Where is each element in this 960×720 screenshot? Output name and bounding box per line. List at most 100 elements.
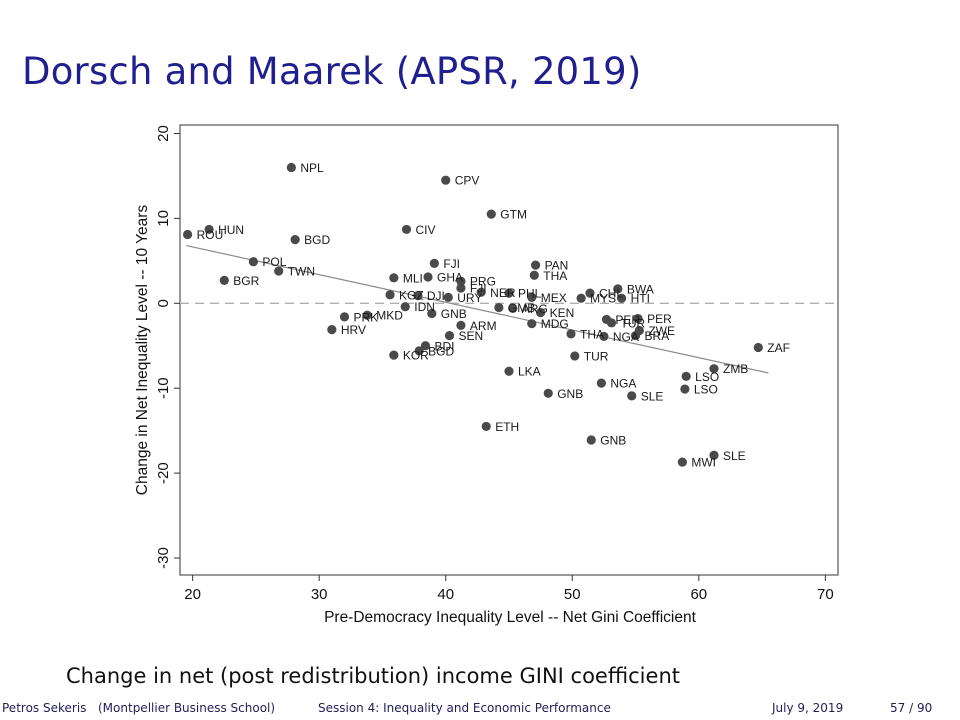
point-label: TUR [584,349,609,363]
data-point [420,341,431,351]
data-point [401,224,412,235]
point-label: BGD [304,233,330,247]
point-label: MYS [590,292,616,306]
point-label: CPV [455,174,480,188]
data-point [566,329,576,339]
point-label: ZAF [767,341,790,355]
point-label: MDG [541,317,569,331]
point-label: TWN [288,265,315,279]
point-label: URY [457,291,482,305]
point-label: ZWE [648,324,675,338]
point-label: PAN [545,259,569,273]
point-label: BWA [627,282,654,296]
data-points [182,162,763,467]
point-label: LSO [694,383,718,397]
data-point [327,325,337,335]
data-point [286,162,296,173]
point-label: FJI [470,282,487,296]
point-label: HUN [218,223,244,237]
data-point [677,457,687,467]
point-label: THA [543,269,567,283]
x-axis-label: Pre-Democracy Inequality Level -- Net Gi… [324,609,697,626]
data-point [476,287,486,297]
point-label: GTM [500,208,527,222]
data-point [536,308,546,318]
point-label: MWI [691,456,716,470]
data-point [204,224,214,235]
point-label: ARG [522,302,548,316]
point-label: PRK [354,310,379,324]
data-point [444,330,455,341]
point-label: BRA [645,329,670,343]
slide-title: Dorsch and Maarek (APSR, 2019) [22,50,642,93]
data-point [339,312,350,322]
point-label: NPL [300,161,324,175]
data-point [248,257,258,267]
data-point [486,209,496,219]
data-point [504,288,514,298]
data-point [456,276,466,286]
point-label: LKA [518,365,541,379]
data-point [413,291,423,301]
data-point [634,325,644,336]
data-point [576,293,586,303]
data-point [570,351,580,361]
y-tick-label: -30 [155,547,172,569]
data-point [753,342,763,353]
x-tick-label: 60 [690,586,707,603]
point-label: POL [262,255,286,269]
data-point [362,310,372,320]
point-label: PER [647,312,672,326]
plot-area [179,124,839,576]
point-label: IDN [414,300,435,314]
footer-page-number[interactable]: 57 / 90 [890,701,933,715]
point-label: ROU [197,228,224,242]
point-label: GMB [508,301,535,315]
data-point [494,302,504,313]
point-label: MKD [376,309,403,323]
point-label: THA [580,327,604,341]
point-label: ARM [470,319,497,333]
y-tick-label: 10 [155,210,172,227]
fit-line-path [186,244,769,374]
point-label: GNB [557,387,583,401]
data-point [709,450,719,460]
data-point [429,258,439,268]
point-label: ZMB [723,362,748,376]
data-point [633,313,643,324]
data-point [585,288,595,298]
slide-caption: Change in net (post redistribution) inco… [66,664,680,688]
y-tick-label: -20 [155,462,172,484]
data-point [423,272,433,282]
y-tick-label: 20 [155,125,172,142]
point-label: KGZ [399,288,424,302]
point-label: ETH [495,420,519,434]
point-label: MEX [541,291,567,305]
data-point [586,435,596,445]
point-label: LSO [695,370,719,384]
point-label: HTI [631,292,650,306]
point-label: SLE [723,449,746,463]
point-label: BDI [434,339,454,353]
data-point [529,270,539,280]
point-label: CHL [599,287,623,301]
data-point [606,318,617,328]
data-point [613,284,623,294]
point-label: BGD [428,344,454,358]
x-tick-label: 30 [311,586,328,603]
data-point [596,378,606,388]
point-label: KOR [403,349,429,363]
x-axis: 20 30 40 50 60 70 [184,575,834,603]
x-tick-label: 20 [184,586,201,603]
data-point [627,391,637,401]
point-label: GNB [441,307,467,321]
point-label: NGA [610,377,636,391]
data-point [709,364,719,374]
footer-institution: (Montpellier Business School) [98,701,276,715]
point-label: FJI [443,257,460,271]
data-point [508,303,518,313]
data-point [414,346,424,356]
data-point [427,308,437,319]
point-label: PRG [470,275,496,289]
